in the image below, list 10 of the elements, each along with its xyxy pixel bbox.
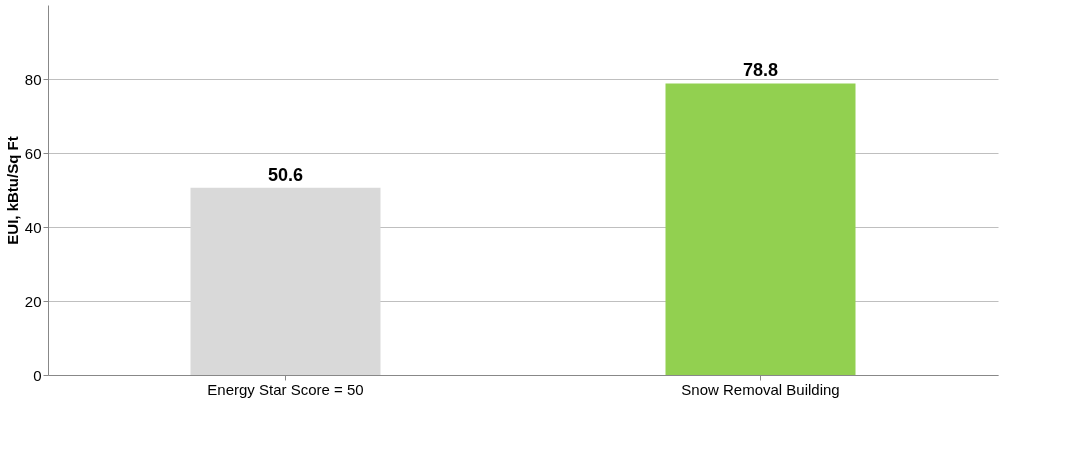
y-tick-label: 80 [24,70,42,88]
x-tick-label: Snow Removal Building [681,380,840,398]
x-tick-label: Energy Star Score = 50 [207,380,364,398]
y-tick-label: 0 [33,366,42,384]
data-label: 78.8 [742,60,779,81]
y-tick-label: 60 [24,144,42,162]
y-tick-label: 20 [24,292,42,310]
y-axis-title: EUI, kBtu/Sq Ft [3,136,21,245]
data-label: 50.6 [267,164,304,185]
y-tick-label: 40 [24,218,42,236]
